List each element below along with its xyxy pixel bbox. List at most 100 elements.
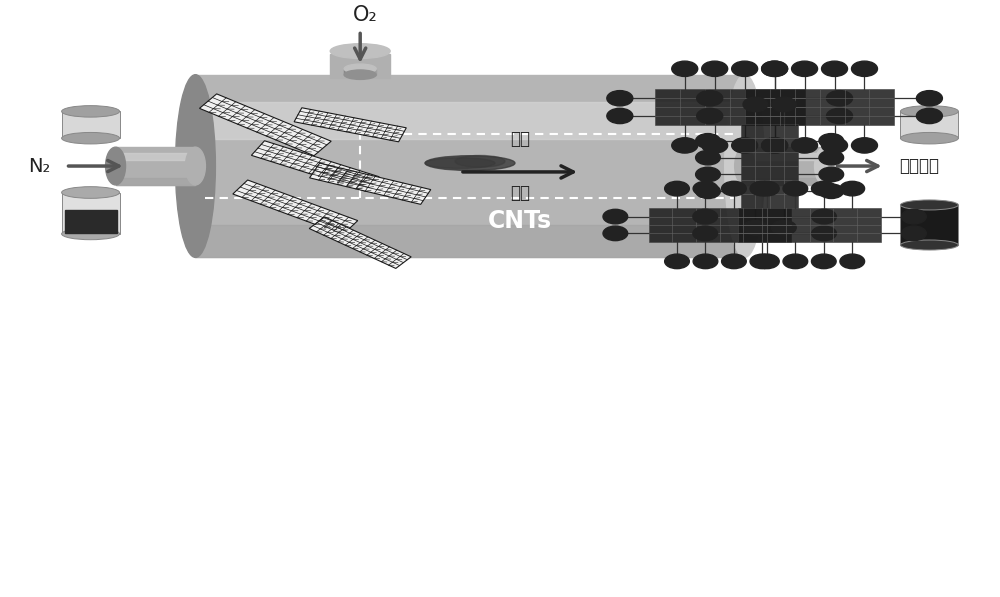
Bar bbox=[745, 147, 825, 185]
Ellipse shape bbox=[792, 61, 818, 76]
Text: 混合气体: 混合气体 bbox=[899, 157, 939, 175]
Ellipse shape bbox=[702, 138, 728, 153]
Ellipse shape bbox=[819, 134, 844, 148]
Text: 空气: 空气 bbox=[510, 130, 530, 149]
Ellipse shape bbox=[175, 75, 215, 257]
Text: N₂: N₂ bbox=[28, 156, 51, 176]
Ellipse shape bbox=[900, 133, 958, 144]
Polygon shape bbox=[649, 208, 791, 242]
Polygon shape bbox=[233, 180, 358, 235]
Ellipse shape bbox=[696, 134, 720, 148]
Ellipse shape bbox=[750, 181, 775, 196]
Ellipse shape bbox=[755, 181, 779, 196]
Text: O₂: O₂ bbox=[353, 5, 378, 24]
Bar bbox=[195, 75, 745, 257]
Ellipse shape bbox=[696, 167, 720, 181]
Bar bbox=[745, 153, 825, 161]
Polygon shape bbox=[655, 90, 805, 125]
Ellipse shape bbox=[603, 226, 628, 241]
Ellipse shape bbox=[755, 254, 779, 269]
Ellipse shape bbox=[840, 181, 865, 196]
Polygon shape bbox=[738, 208, 881, 242]
Ellipse shape bbox=[750, 254, 775, 269]
Ellipse shape bbox=[811, 181, 836, 196]
Polygon shape bbox=[310, 163, 431, 204]
Bar bbox=[195, 102, 745, 139]
Bar bbox=[116, 147, 195, 185]
Ellipse shape bbox=[425, 158, 495, 168]
Ellipse shape bbox=[819, 150, 844, 165]
Ellipse shape bbox=[732, 61, 758, 76]
Bar bbox=[344, 69, 376, 75]
Ellipse shape bbox=[916, 108, 942, 124]
Ellipse shape bbox=[812, 210, 836, 224]
Ellipse shape bbox=[819, 184, 844, 199]
Ellipse shape bbox=[693, 226, 718, 241]
Ellipse shape bbox=[62, 228, 120, 240]
Ellipse shape bbox=[772, 97, 796, 112]
Polygon shape bbox=[251, 141, 379, 191]
Bar bbox=[745, 179, 825, 185]
Ellipse shape bbox=[603, 210, 628, 224]
Ellipse shape bbox=[62, 106, 120, 117]
Ellipse shape bbox=[852, 61, 877, 76]
Bar bbox=[65, 210, 117, 233]
Polygon shape bbox=[294, 108, 406, 142]
Bar bbox=[116, 153, 195, 161]
Bar bbox=[344, 69, 351, 75]
Ellipse shape bbox=[762, 61, 788, 76]
Text: CNTs: CNTs bbox=[488, 209, 552, 233]
Ellipse shape bbox=[732, 138, 758, 153]
Ellipse shape bbox=[696, 184, 720, 199]
Bar bbox=[195, 226, 745, 257]
Polygon shape bbox=[199, 94, 331, 156]
Ellipse shape bbox=[762, 138, 788, 153]
Ellipse shape bbox=[425, 156, 515, 171]
Polygon shape bbox=[741, 124, 798, 208]
Ellipse shape bbox=[455, 155, 505, 167]
Ellipse shape bbox=[722, 254, 746, 269]
Ellipse shape bbox=[672, 138, 698, 153]
Ellipse shape bbox=[900, 240, 958, 250]
Ellipse shape bbox=[693, 181, 718, 196]
Ellipse shape bbox=[697, 108, 723, 124]
Ellipse shape bbox=[330, 44, 390, 59]
Ellipse shape bbox=[702, 61, 728, 76]
Ellipse shape bbox=[783, 254, 808, 269]
Ellipse shape bbox=[819, 167, 844, 181]
Ellipse shape bbox=[772, 220, 796, 235]
Ellipse shape bbox=[762, 138, 788, 153]
Ellipse shape bbox=[762, 61, 788, 76]
Ellipse shape bbox=[840, 254, 865, 269]
Ellipse shape bbox=[106, 147, 126, 185]
Ellipse shape bbox=[735, 147, 755, 185]
Ellipse shape bbox=[900, 106, 958, 117]
Ellipse shape bbox=[783, 181, 808, 196]
Ellipse shape bbox=[811, 254, 836, 269]
Ellipse shape bbox=[696, 150, 720, 165]
Ellipse shape bbox=[665, 181, 689, 196]
Ellipse shape bbox=[827, 91, 853, 106]
Ellipse shape bbox=[693, 210, 718, 224]
Ellipse shape bbox=[916, 91, 942, 106]
Ellipse shape bbox=[743, 220, 768, 235]
Ellipse shape bbox=[827, 108, 853, 124]
Ellipse shape bbox=[725, 75, 765, 257]
Ellipse shape bbox=[852, 138, 877, 153]
Ellipse shape bbox=[607, 108, 633, 124]
Bar bbox=[62, 112, 120, 138]
Ellipse shape bbox=[722, 181, 746, 196]
Bar bbox=[900, 112, 958, 138]
Ellipse shape bbox=[607, 91, 633, 106]
Bar bbox=[62, 192, 120, 234]
Ellipse shape bbox=[743, 97, 768, 112]
Ellipse shape bbox=[665, 254, 689, 269]
Bar bbox=[116, 179, 195, 185]
Ellipse shape bbox=[344, 64, 376, 73]
Ellipse shape bbox=[822, 138, 848, 153]
Ellipse shape bbox=[344, 70, 376, 79]
Ellipse shape bbox=[693, 254, 718, 269]
Ellipse shape bbox=[900, 200, 958, 210]
Polygon shape bbox=[309, 217, 411, 269]
Ellipse shape bbox=[815, 147, 835, 185]
